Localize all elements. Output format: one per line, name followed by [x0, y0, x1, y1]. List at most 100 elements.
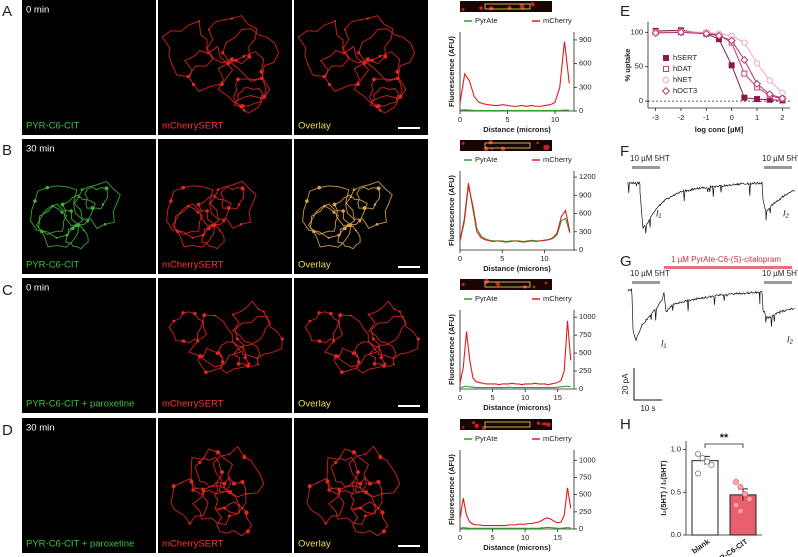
- x-axis-label: Distance (microns): [483, 543, 551, 552]
- time-label: 0 min: [26, 283, 49, 294]
- cell-outline: [170, 478, 209, 525]
- y-tick-label: 750: [579, 472, 592, 481]
- speckle: [489, 6, 494, 11]
- channel-label: Overlay: [298, 260, 331, 271]
- x-tick-label: 5: [490, 393, 494, 402]
- speckle: [305, 199, 309, 203]
- speckle: [372, 361, 377, 366]
- profile-line: [459, 385, 571, 389]
- micrograph: [22, 139, 156, 274]
- x-tick-label: 0: [458, 254, 462, 263]
- y-tick-label: 300: [579, 227, 592, 236]
- speckle: [380, 510, 385, 515]
- cell-outline: [345, 180, 393, 229]
- cell-outline: [351, 501, 389, 537]
- speckle: [358, 219, 362, 223]
- x-tick-label: 2: [780, 113, 784, 122]
- speckle: [181, 185, 186, 190]
- data-point: [737, 508, 744, 515]
- y-tick-label: 0: [579, 245, 583, 254]
- speckle: [76, 223, 79, 226]
- speckle: [235, 337, 239, 341]
- speckle: [348, 223, 351, 226]
- cell-outline: [209, 180, 257, 229]
- speckle: [351, 450, 357, 455]
- speckle: [214, 314, 217, 317]
- speckle: [69, 209, 73, 213]
- data-point: [733, 479, 740, 486]
- cell-outline: [30, 185, 84, 239]
- speckle: [45, 185, 50, 190]
- data-point: [728, 62, 735, 69]
- speckle: [544, 281, 548, 285]
- speckle: [327, 236, 330, 239]
- speckle: [308, 319, 312, 323]
- cell-outline: [201, 225, 225, 250]
- speckle: [317, 311, 321, 315]
- legend-label: hOCT3: [673, 86, 697, 95]
- speckle: [488, 140, 493, 145]
- speckle: [215, 351, 220, 356]
- channel-label: Overlay: [298, 121, 331, 132]
- speckle: [80, 188, 84, 191]
- cell-outline: [304, 311, 344, 344]
- x-tick-label: 10: [521, 393, 529, 402]
- speckle: [322, 75, 326, 79]
- cell-outline: [166, 185, 220, 239]
- speckle: [101, 203, 105, 206]
- speckle: [240, 479, 245, 485]
- speckle: [222, 481, 227, 486]
- y-tick-label: 0.0: [671, 530, 681, 539]
- speckle: [104, 186, 109, 191]
- speckle: [398, 94, 403, 99]
- profile-line: [459, 186, 571, 243]
- speckle: [395, 97, 398, 100]
- data-point: [753, 60, 761, 67]
- speckle: [247, 54, 252, 59]
- speckle: [337, 487, 342, 492]
- micrograph: [158, 139, 292, 274]
- cell-outline: [348, 445, 401, 498]
- speckle: [202, 313, 207, 318]
- legend-label: hDAT: [673, 64, 692, 73]
- current-label: I₂: [787, 334, 794, 344]
- profile-line: [459, 41, 570, 107]
- x-tick-label: 0: [458, 393, 462, 402]
- speckle: [65, 233, 69, 237]
- speckle: [323, 204, 326, 208]
- panel-letter: B: [2, 142, 12, 159]
- speckle: [220, 360, 225, 364]
- speckle: [237, 203, 241, 206]
- speckle: [355, 470, 360, 475]
- speckle: [213, 195, 216, 199]
- speckle: [240, 507, 244, 510]
- micrograph: [158, 278, 292, 413]
- data-point: [778, 94, 787, 103]
- channel-label: mCherrySERT: [162, 121, 224, 132]
- y-tick-label: 1200: [579, 172, 596, 181]
- speckle: [186, 75, 190, 79]
- y-tick-label: 500: [579, 490, 592, 499]
- cell-outline: [192, 485, 241, 526]
- speckle: [374, 504, 377, 507]
- speckle: [474, 423, 479, 428]
- cell-outline: [341, 15, 394, 65]
- speckle: [262, 94, 267, 99]
- legend-label: mCherry: [543, 16, 572, 25]
- x-tick-label: 10: [540, 254, 548, 263]
- speckle: [317, 185, 322, 190]
- speckle: [334, 460, 338, 465]
- speckle: [204, 370, 208, 375]
- speckle: [373, 203, 377, 206]
- data-point: [766, 77, 773, 84]
- speckle: [371, 337, 375, 341]
- speckle: [215, 450, 221, 455]
- speckle: [362, 206, 367, 210]
- speckle: [205, 209, 209, 213]
- speckle: [170, 63, 173, 65]
- speckle: [222, 486, 226, 489]
- y-tick-label: 600: [579, 209, 592, 218]
- cell-outline: [350, 476, 383, 515]
- speckle: [383, 362, 387, 366]
